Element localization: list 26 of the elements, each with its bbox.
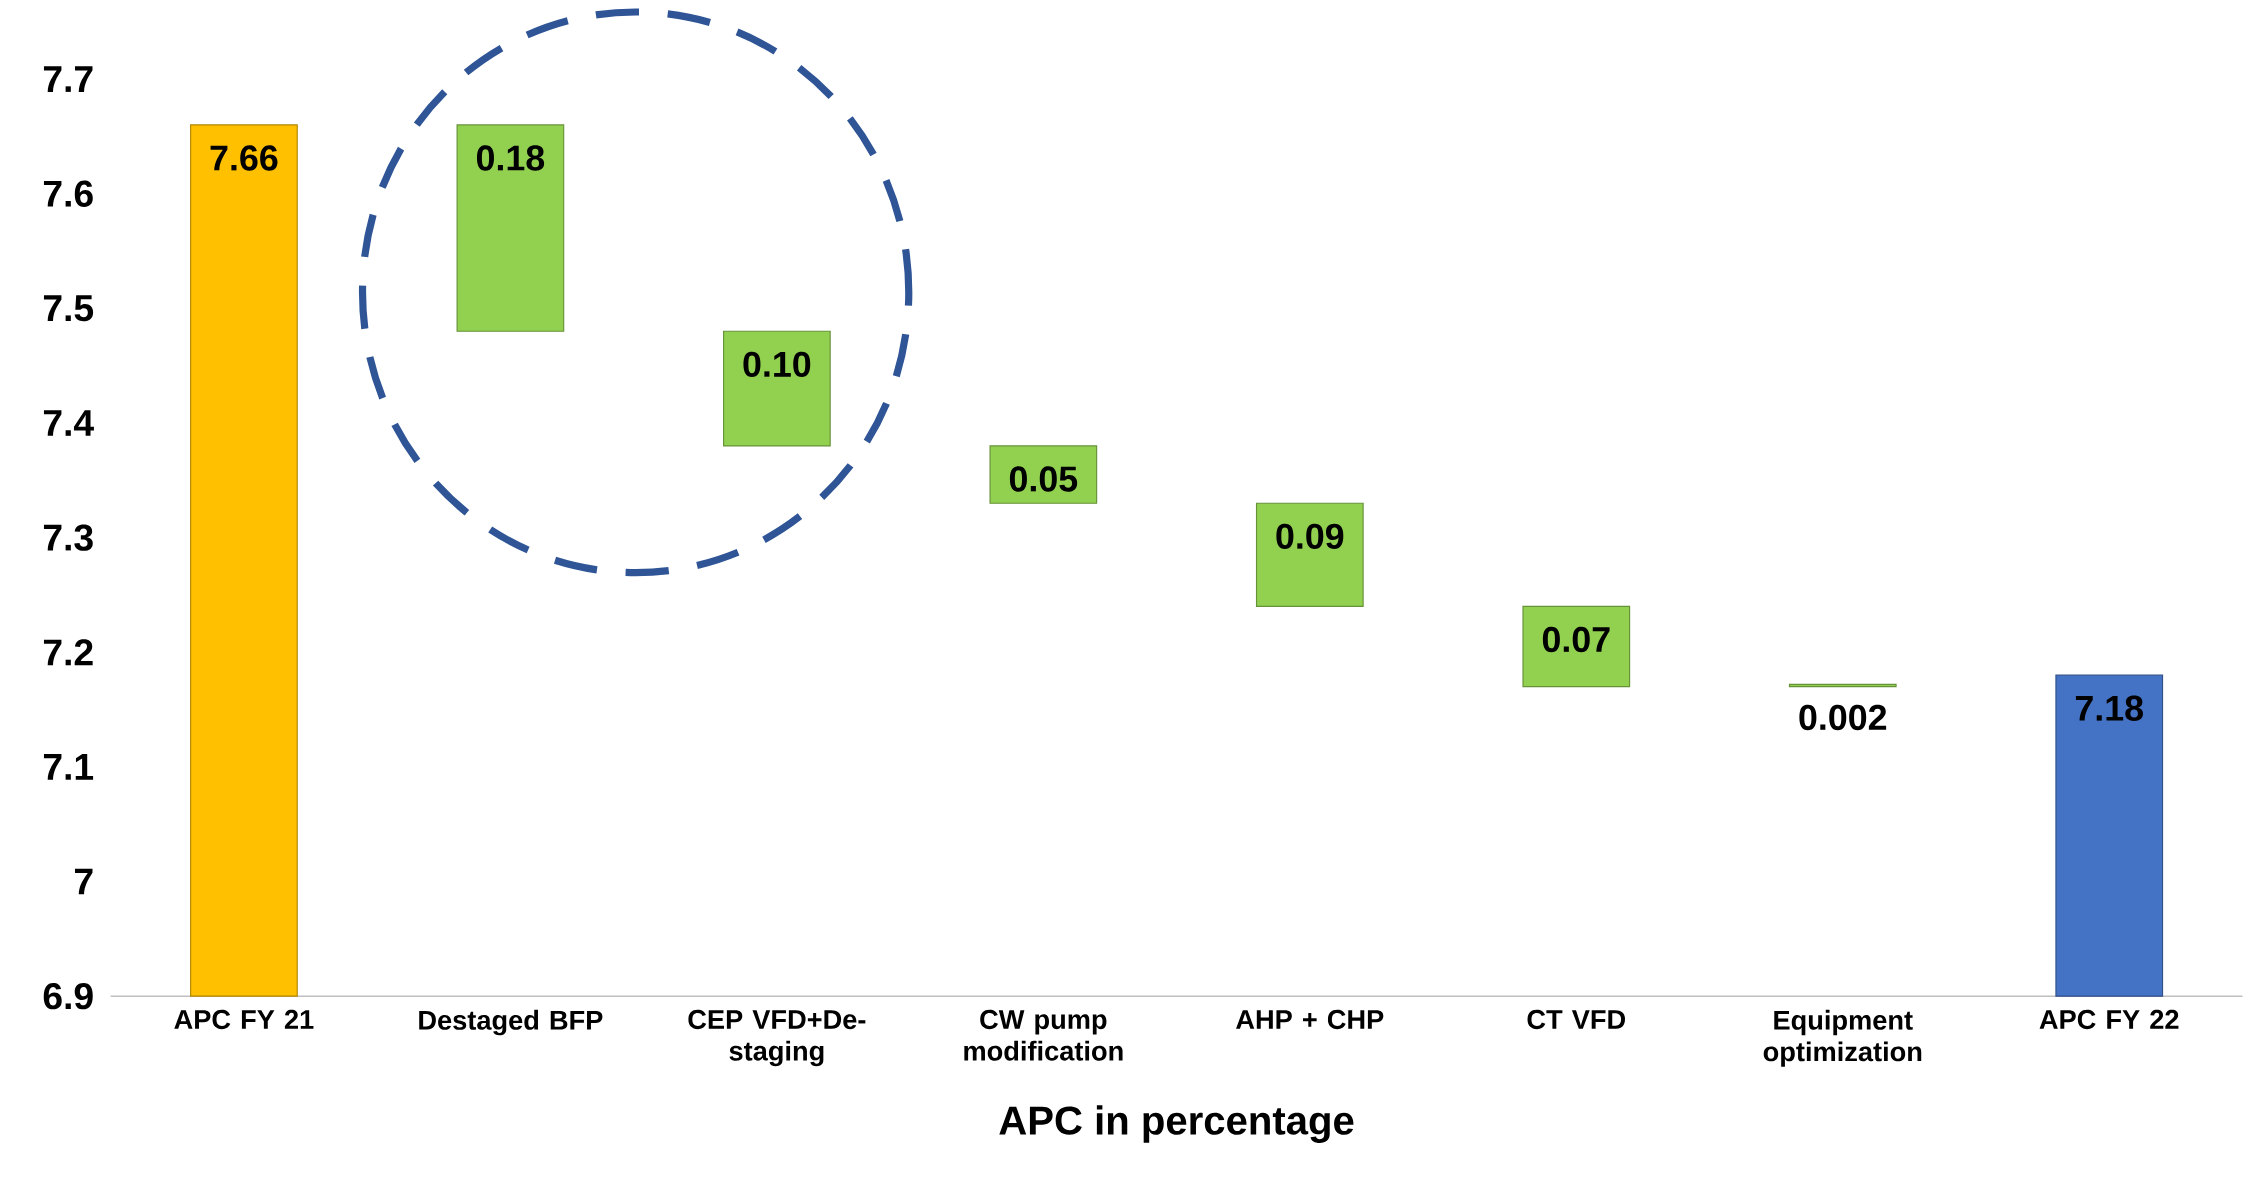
data-label: 7.18 bbox=[2075, 695, 2143, 721]
data-label: 0.07 bbox=[1542, 626, 1610, 653]
data-label: 0.09 bbox=[1276, 523, 1344, 549]
data-label: 7.66 bbox=[210, 145, 278, 171]
y-tick-label: 7.4 bbox=[43, 410, 94, 436]
x-tick-label: Equipment optimization bbox=[1763, 1009, 1922, 1067]
x-tick-label: APC FY 21 bbox=[174, 1009, 314, 1030]
y-tick-label: 7 bbox=[75, 868, 93, 895]
x-tick-label: AHP + CHP bbox=[1236, 1009, 1384, 1030]
data-label: 0.18 bbox=[476, 145, 545, 171]
x-tick-label: CT VFD bbox=[1527, 1009, 1626, 1030]
data-label: 0.10 bbox=[743, 351, 811, 377]
y-tick-label: 7.7 bbox=[43, 66, 93, 92]
data-label: 0.05 bbox=[1009, 466, 1078, 492]
x-axis-title: APC in percentage bbox=[999, 1105, 1354, 1143]
x-tick-label: APC FY 22 bbox=[2039, 1009, 2179, 1030]
y-tick-label: 7.3 bbox=[43, 524, 93, 551]
x-tick-label: Destaged BFP bbox=[419, 1009, 603, 1036]
y-tick-label: 7.6 bbox=[43, 180, 93, 207]
y-tick-label: 7.5 bbox=[43, 295, 94, 322]
x-tick-label: CEP VFD+De-staging bbox=[688, 1009, 866, 1067]
y-tick-label: 6.9 bbox=[43, 982, 93, 1010]
x-tick-label: CW pump modification bbox=[964, 1009, 1123, 1061]
y-tick-label: 7.1 bbox=[43, 754, 94, 780]
data-label: 0.002 bbox=[1799, 704, 1887, 731]
y-tick-label: 7.2 bbox=[43, 639, 93, 666]
